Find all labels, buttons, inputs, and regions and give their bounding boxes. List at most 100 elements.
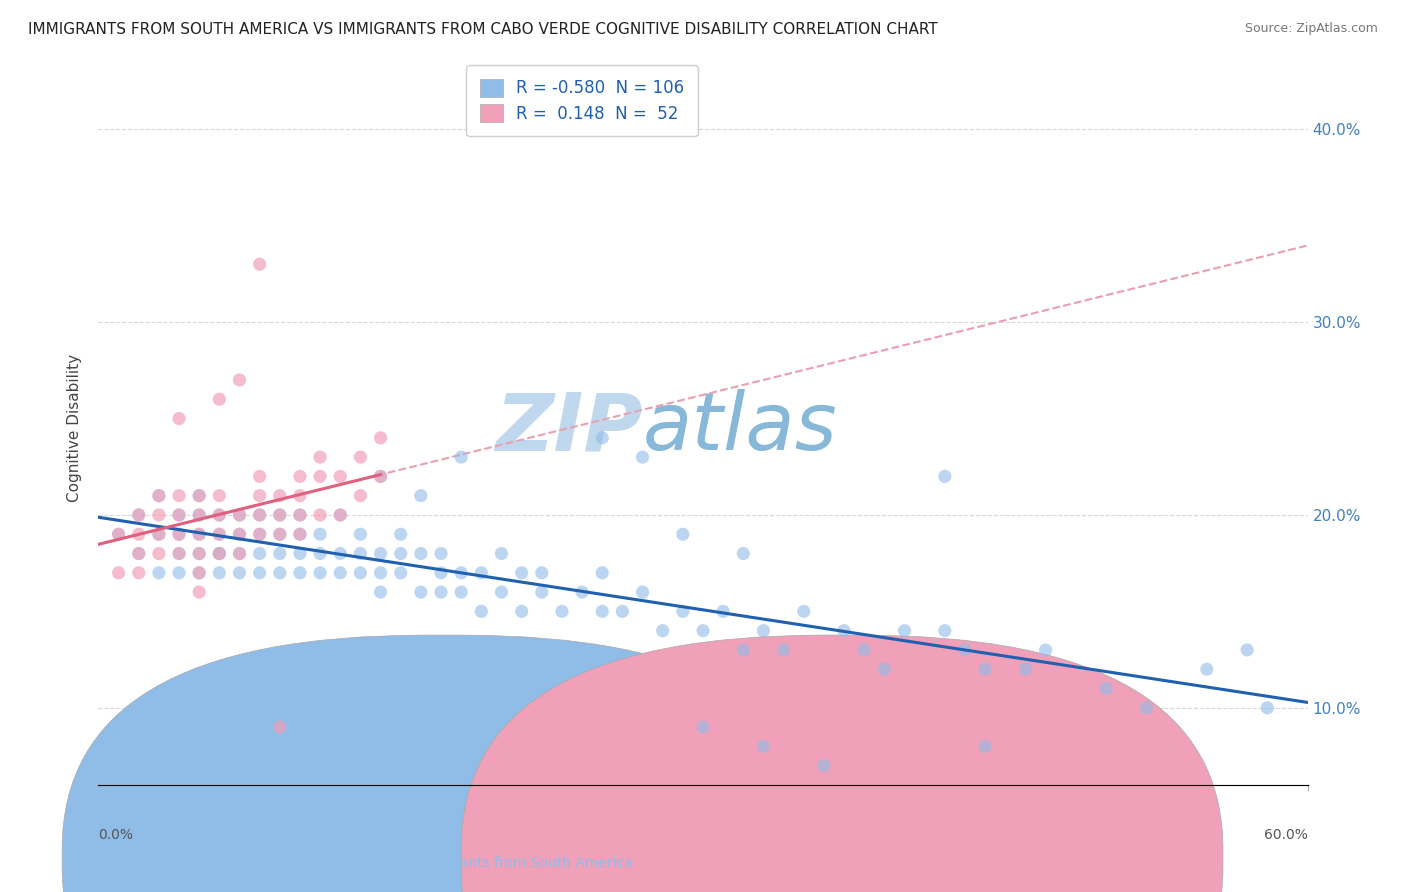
Point: [370, 547, 392, 561]
Point: [510, 566, 533, 580]
Point: [288, 566, 311, 580]
Point: [128, 547, 150, 561]
Point: [409, 585, 432, 599]
Point: [832, 624, 855, 638]
Point: [329, 508, 352, 522]
Point: [167, 508, 190, 522]
Point: [228, 547, 250, 561]
Point: [389, 566, 412, 580]
Point: [208, 392, 231, 407]
Point: [269, 508, 291, 522]
Point: [208, 527, 231, 541]
Point: [571, 585, 593, 599]
Point: [148, 527, 170, 541]
Point: [269, 489, 291, 503]
Point: [953, 643, 976, 657]
Point: [249, 527, 271, 541]
Point: [309, 527, 332, 541]
Point: [692, 624, 714, 638]
Point: [409, 489, 432, 503]
Point: [188, 527, 211, 541]
Y-axis label: Cognitive Disability: Cognitive Disability: [67, 354, 83, 502]
Point: [249, 566, 271, 580]
Point: [1135, 701, 1157, 715]
Point: [249, 508, 271, 522]
Point: [389, 547, 412, 561]
Text: Immigrants from South America: Immigrants from South America: [411, 856, 633, 871]
Point: [450, 450, 472, 464]
Point: [591, 604, 613, 618]
Point: [349, 547, 371, 561]
Point: [329, 547, 352, 561]
Point: [188, 585, 211, 599]
Point: [167, 489, 190, 503]
Legend: R = -0.580  N = 106, R =  0.148  N =  52: R = -0.580 N = 106, R = 0.148 N = 52: [467, 65, 697, 136]
Point: [491, 547, 513, 561]
Point: [148, 489, 170, 503]
Point: [813, 758, 835, 772]
Point: [430, 547, 453, 561]
Point: [692, 720, 714, 734]
Point: [651, 624, 673, 638]
Point: [430, 585, 453, 599]
Point: [288, 527, 311, 541]
Point: [208, 527, 231, 541]
Point: [329, 566, 352, 580]
Point: [228, 508, 250, 522]
Point: [249, 527, 271, 541]
Point: [269, 547, 291, 561]
Point: [269, 508, 291, 522]
Point: [128, 547, 150, 561]
Point: [491, 585, 513, 599]
Point: [1095, 681, 1118, 696]
Point: [167, 547, 190, 561]
Point: [208, 508, 231, 522]
Point: [349, 566, 371, 580]
Point: [873, 662, 896, 676]
Point: [107, 566, 129, 580]
Point: [349, 489, 371, 503]
Point: [228, 527, 250, 541]
Point: [793, 604, 815, 618]
Point: [128, 566, 150, 580]
Point: [309, 450, 332, 464]
Point: [733, 547, 755, 561]
Point: [208, 508, 231, 522]
Point: [148, 547, 170, 561]
Point: [288, 527, 311, 541]
Point: [409, 547, 432, 561]
Point: [188, 547, 211, 561]
Point: [188, 547, 211, 561]
Point: [228, 527, 250, 541]
Point: [510, 604, 533, 618]
Point: [228, 547, 250, 561]
Point: [128, 508, 150, 522]
Point: [591, 431, 613, 445]
Point: [188, 508, 211, 522]
Text: atlas: atlas: [643, 389, 838, 467]
Point: [228, 373, 250, 387]
Point: [288, 508, 311, 522]
Point: [733, 643, 755, 657]
Point: [551, 604, 574, 618]
Text: 60.0%: 60.0%: [1264, 828, 1308, 842]
Point: [188, 508, 211, 522]
Point: [208, 547, 231, 561]
Point: [389, 527, 412, 541]
Point: [370, 469, 392, 483]
Point: [128, 508, 150, 522]
Point: [269, 720, 291, 734]
Point: [167, 527, 190, 541]
Point: [188, 566, 211, 580]
Point: [1256, 701, 1278, 715]
Point: [208, 547, 231, 561]
Point: [269, 566, 291, 580]
Point: [349, 450, 371, 464]
Point: [711, 604, 734, 618]
Point: [208, 566, 231, 580]
Point: [1195, 662, 1218, 676]
FancyBboxPatch shape: [62, 635, 824, 892]
Point: [631, 585, 654, 599]
Point: [370, 431, 392, 445]
Point: [288, 547, 311, 561]
